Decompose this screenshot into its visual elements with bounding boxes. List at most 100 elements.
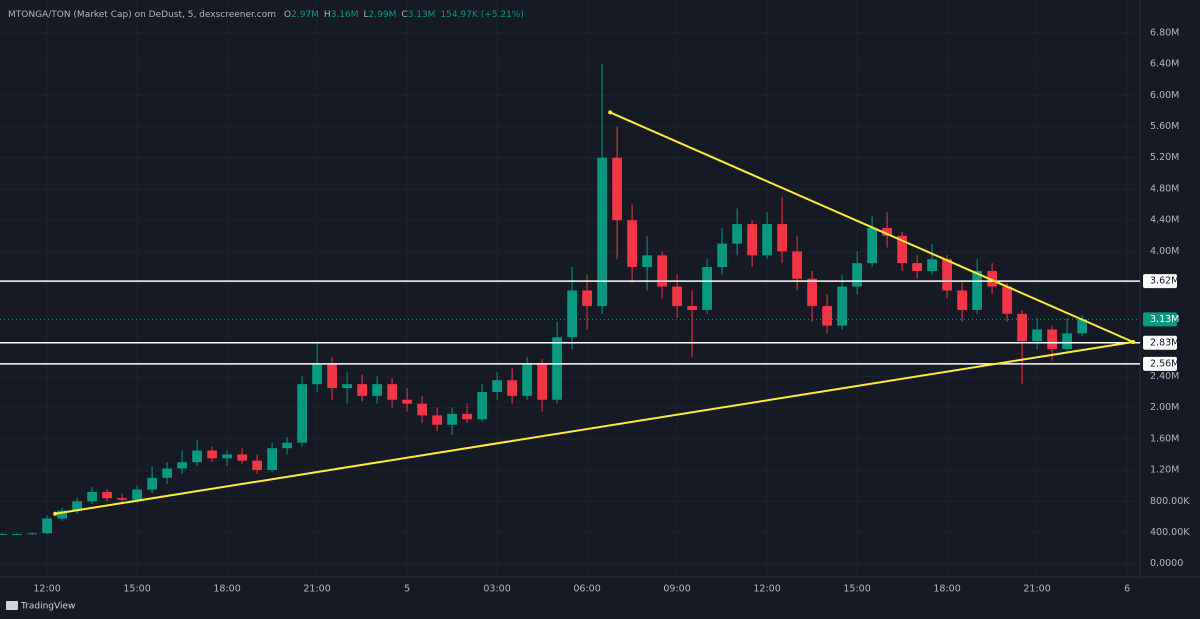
trendline-handle [608, 110, 613, 115]
candle-body [972, 270, 982, 310]
y-tick-label: 4.80M [1150, 183, 1179, 194]
candle-body [492, 380, 502, 392]
header: MTONGA/TON (Market Cap) on DeDust, 5, de… [8, 10, 524, 20]
x-tick-label: 03:00 [483, 584, 510, 595]
x-tick-label: 21:00 [1023, 584, 1050, 595]
y-tick-label: 4.40M [1150, 215, 1179, 226]
candle-body [582, 290, 592, 307]
candle-body [1032, 329, 1042, 342]
candle-body [402, 399, 412, 404]
candle-body [867, 227, 877, 264]
legend-label: C [401, 10, 407, 20]
candle-body [807, 278, 817, 307]
x-tick-label: 5 [404, 584, 410, 595]
candle-body [957, 290, 967, 310]
candle-body [72, 501, 82, 511]
legend-value: 2.99M [369, 10, 397, 20]
brand-name: TradingView [20, 602, 75, 612]
candle-body [627, 220, 637, 268]
y-tick-label: 5.20M [1150, 152, 1179, 163]
level-tag [1143, 356, 1177, 371]
candle-body [177, 462, 187, 469]
candle-body [432, 415, 442, 425]
candle-body [642, 255, 652, 268]
y-tick-label: 2.40M [1150, 371, 1179, 382]
y-tick-label: 4.00M [1150, 246, 1179, 257]
candle-body [417, 403, 427, 416]
candle-body [507, 380, 517, 396]
candle-body [447, 413, 457, 425]
candle-body [567, 290, 577, 338]
trendline-handle [1131, 339, 1136, 344]
candle-body [987, 270, 997, 287]
x-tick-label: 18:00 [213, 584, 240, 595]
candle-body [792, 251, 802, 279]
y-tick-label: 800.00K [1150, 496, 1190, 507]
y-tick-label: 400.00K [1150, 527, 1190, 538]
candle-body [687, 306, 697, 310]
candle-body [252, 460, 262, 471]
level-tag [1143, 274, 1177, 289]
candle-body [672, 286, 682, 307]
x-tick-label: 09:00 [663, 584, 690, 595]
candle-body [747, 224, 757, 256]
legend-label: L [364, 10, 369, 20]
level-tag [1143, 335, 1177, 350]
y-tick-label: 6.00M [1150, 90, 1179, 101]
candle-body [1062, 333, 1072, 350]
x-tick-label: 15:00 [843, 584, 870, 595]
candle-body [552, 337, 562, 400]
candle-body [597, 157, 607, 307]
candle-body [912, 263, 922, 271]
candle-body [342, 384, 352, 389]
trendline [55, 340, 1134, 515]
legend-label: O [284, 10, 291, 20]
y-tick-label: 6.80M [1150, 27, 1179, 38]
legend-value: 3.13M [408, 10, 436, 20]
y-tick-label: 6.40M [1150, 59, 1179, 70]
candle-body [267, 448, 277, 471]
y-tick-label: 1.20M [1150, 465, 1179, 476]
candle-body [312, 364, 322, 385]
level-label: 2.56M [1150, 358, 1179, 369]
candle-body [837, 286, 847, 326]
plot [0, 64, 1140, 536]
trendline [609, 111, 1134, 343]
candle-body [717, 243, 727, 268]
candle-body [822, 306, 832, 326]
legend-value: 3.16M [331, 10, 359, 20]
candle-body [1077, 319, 1087, 334]
candle-body [282, 442, 292, 449]
candle-body [897, 235, 907, 264]
legend-value: 2.97M [291, 10, 319, 20]
candle-body [777, 224, 787, 252]
x-tick-label: 21:00 [303, 584, 330, 595]
x-tick-label: 06:00 [573, 584, 600, 595]
candle-body [762, 224, 772, 256]
candle-body [117, 498, 127, 500]
x-tick-label: 6 [1124, 584, 1130, 595]
candle-body [57, 510, 67, 519]
candle-body [537, 364, 547, 400]
candle-body [0, 534, 7, 536]
candle-body [222, 454, 232, 459]
candle-body [372, 384, 382, 396]
candle-body [132, 489, 142, 500]
price-tag [1143, 312, 1177, 327]
candle-body [942, 259, 952, 291]
axes: 0.0000 400.00K 800.00K 1.20M 1.60M 2.00M 2.40M… [33, 27, 1190, 594]
candle-body [612, 157, 622, 221]
candle-body [927, 259, 937, 271]
brand: TradingView [6, 601, 75, 612]
candle-body [87, 491, 97, 502]
candle-body [237, 454, 247, 461]
candle-body [1002, 286, 1012, 314]
candle-body [192, 450, 202, 463]
candle-body [207, 450, 217, 459]
level-label: 3.62M [1150, 276, 1179, 287]
candle-body [147, 477, 157, 490]
y-tick-label: 0.0000 [1150, 558, 1183, 569]
